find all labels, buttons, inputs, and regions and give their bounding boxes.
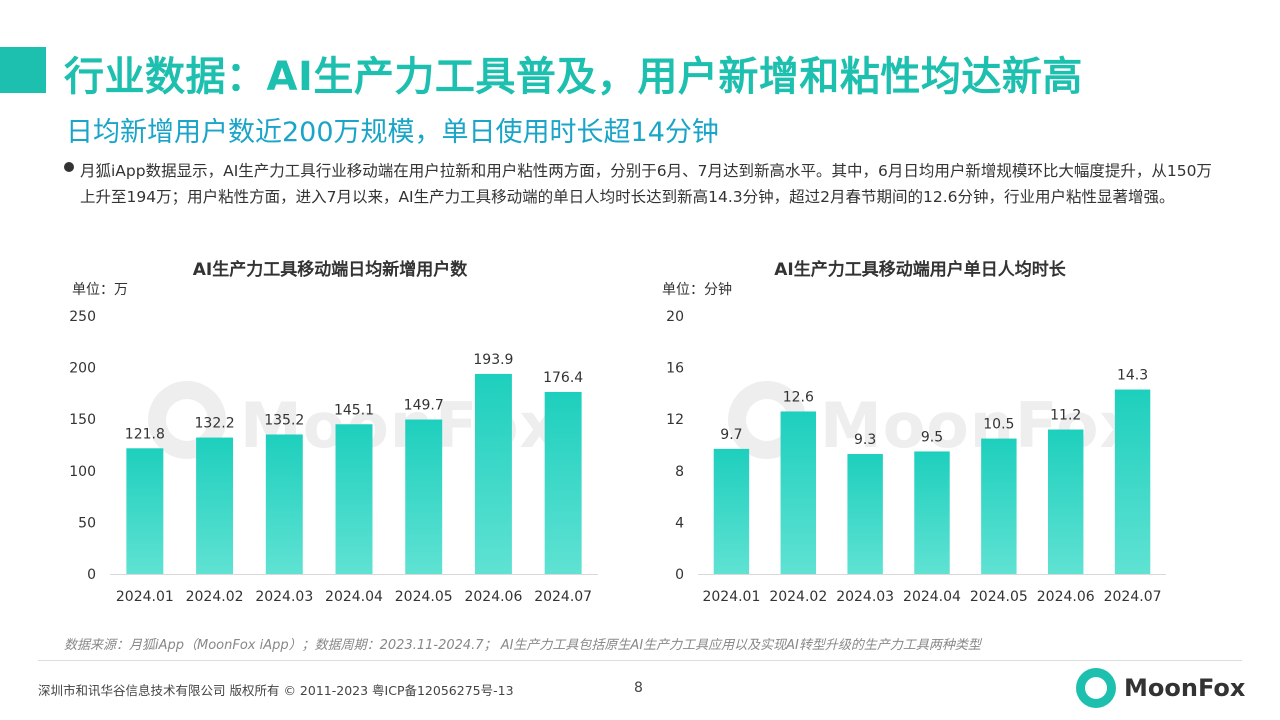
y-tick-label: 8 [675, 464, 684, 480]
x-tick-label: 2024.05 [395, 589, 453, 605]
bar [405, 419, 443, 574]
watermark-logo-icon [148, 381, 226, 459]
page-subtitle: 日均新增用户数近200万规模，单日使用时长超14分钟 [66, 117, 719, 148]
page-number: 8 [634, 680, 643, 696]
y-tick-label: 0 [87, 567, 96, 583]
x-tick-label: 2024.06 [1037, 589, 1095, 605]
data-label: 11.2 [1050, 408, 1081, 424]
chart-daily-new-users: MoonFox AI生产力工具移动端日均新增用户数 单位：万 0 50 100 150… [50, 255, 610, 625]
data-label: 9.3 [854, 432, 876, 448]
title-accent-block [0, 47, 46, 93]
x-tick-label: 2024.06 [464, 589, 522, 605]
x-tick-label: 2024.07 [1104, 589, 1162, 605]
x-tick-label: 2024.01 [702, 589, 760, 605]
y-tick-label: 200 [69, 361, 96, 377]
chart-unit-label: 单位：分钟 [662, 282, 732, 298]
y-tick-label: 50 [78, 515, 96, 531]
x-tick-label: 2024.01 [116, 589, 174, 605]
bar [981, 438, 1017, 574]
chart-unit-label: 单位：万 [72, 282, 128, 298]
bar [914, 451, 950, 574]
data-source-note: 数据来源：月狐iApp（MoonFox iApp）；数据周期：2023.11-2… [64, 638, 981, 653]
y-tick-label: 4 [675, 515, 684, 531]
bar [544, 391, 582, 574]
bar [265, 434, 303, 574]
y-tick-label: 100 [69, 464, 96, 480]
bullet-dot-icon [64, 162, 74, 172]
y-tick-label: 20 [666, 309, 684, 325]
bar [335, 424, 373, 574]
x-tick-label: 2024.07 [534, 589, 592, 605]
data-label: 176.4 [543, 370, 583, 386]
moonfox-logo-icon [1076, 668, 1116, 708]
x-tick-label: 2024.05 [970, 589, 1028, 605]
page-title: 行业数据：AI生产力工具普及，用户新增和粘性均达新高 [64, 54, 1083, 100]
watermark-text: MoonFox [820, 389, 1141, 462]
chart-title: AI生产力工具移动端日均新增用户数 [192, 260, 468, 280]
bar [780, 411, 817, 574]
data-label: 10.5 [983, 417, 1014, 433]
x-tick-label: 2024.04 [325, 589, 383, 605]
bar [196, 437, 234, 574]
logo-text: MoonFox [1124, 674, 1246, 702]
x-tick-label: 2024.03 [836, 589, 894, 605]
chart-svg: 0 4 8 12 16 20 9.7 2024.01 12.6 2024.02 9.3 2024.03… [666, 309, 1166, 605]
summary-text: 月狐iApp数据显示，AI生产力工具行业移动端在用户拉新和用户粘性两方面，分别于… [80, 162, 1212, 206]
footer-divider [38, 660, 1242, 661]
data-label: 132.2 [195, 416, 235, 432]
bar [1114, 389, 1151, 574]
data-label: 135.2 [264, 412, 304, 428]
summary-bullet: 月狐iApp数据显示，AI生产力工具行业移动端在用户拉新和用户粘性两方面，分别于… [64, 158, 1224, 210]
data-label: 145.1 [334, 402, 374, 418]
copyright-text: 深圳市和讯华谷信息技术有限公司 版权所有 © 2011-2023 粤ICP备12… [38, 683, 514, 698]
bar [474, 373, 512, 574]
data-label: 9.5 [921, 429, 943, 445]
y-tick-label: 12 [666, 412, 684, 428]
data-label: 12.6 [783, 389, 814, 405]
x-tick-label: 2024.02 [186, 589, 244, 605]
data-label: 14.3 [1117, 368, 1148, 384]
bar [126, 448, 164, 574]
data-label: 149.7 [404, 398, 444, 414]
y-tick-label: 250 [69, 309, 96, 325]
y-tick-label: 0 [675, 567, 684, 583]
bar [713, 448, 750, 574]
chart-title: AI生产力工具移动端用户单日人均时长 [774, 260, 1066, 280]
chart-daily-usage-time: MoonFox AI生产力工具移动端用户单日人均时长 单位：分钟 0 4 8 12 16… [640, 255, 1200, 625]
data-label: 9.7 [720, 427, 742, 443]
y-tick-label: 16 [666, 361, 684, 377]
moonfox-logo: MoonFox [1076, 668, 1245, 708]
data-label: 193.9 [473, 352, 513, 368]
y-tick-label: 150 [69, 412, 96, 428]
data-label: 121.8 [125, 426, 165, 442]
x-tick-label: 2024.04 [903, 589, 961, 605]
x-tick-label: 2024.03 [255, 589, 313, 605]
chart-svg: 0 50 100 150 200 250 121.8 2024.01 132.2 2024.02 1… [69, 309, 598, 605]
x-tick-label: 2024.02 [769, 589, 827, 605]
bar [847, 454, 883, 574]
bar [1047, 429, 1084, 574]
